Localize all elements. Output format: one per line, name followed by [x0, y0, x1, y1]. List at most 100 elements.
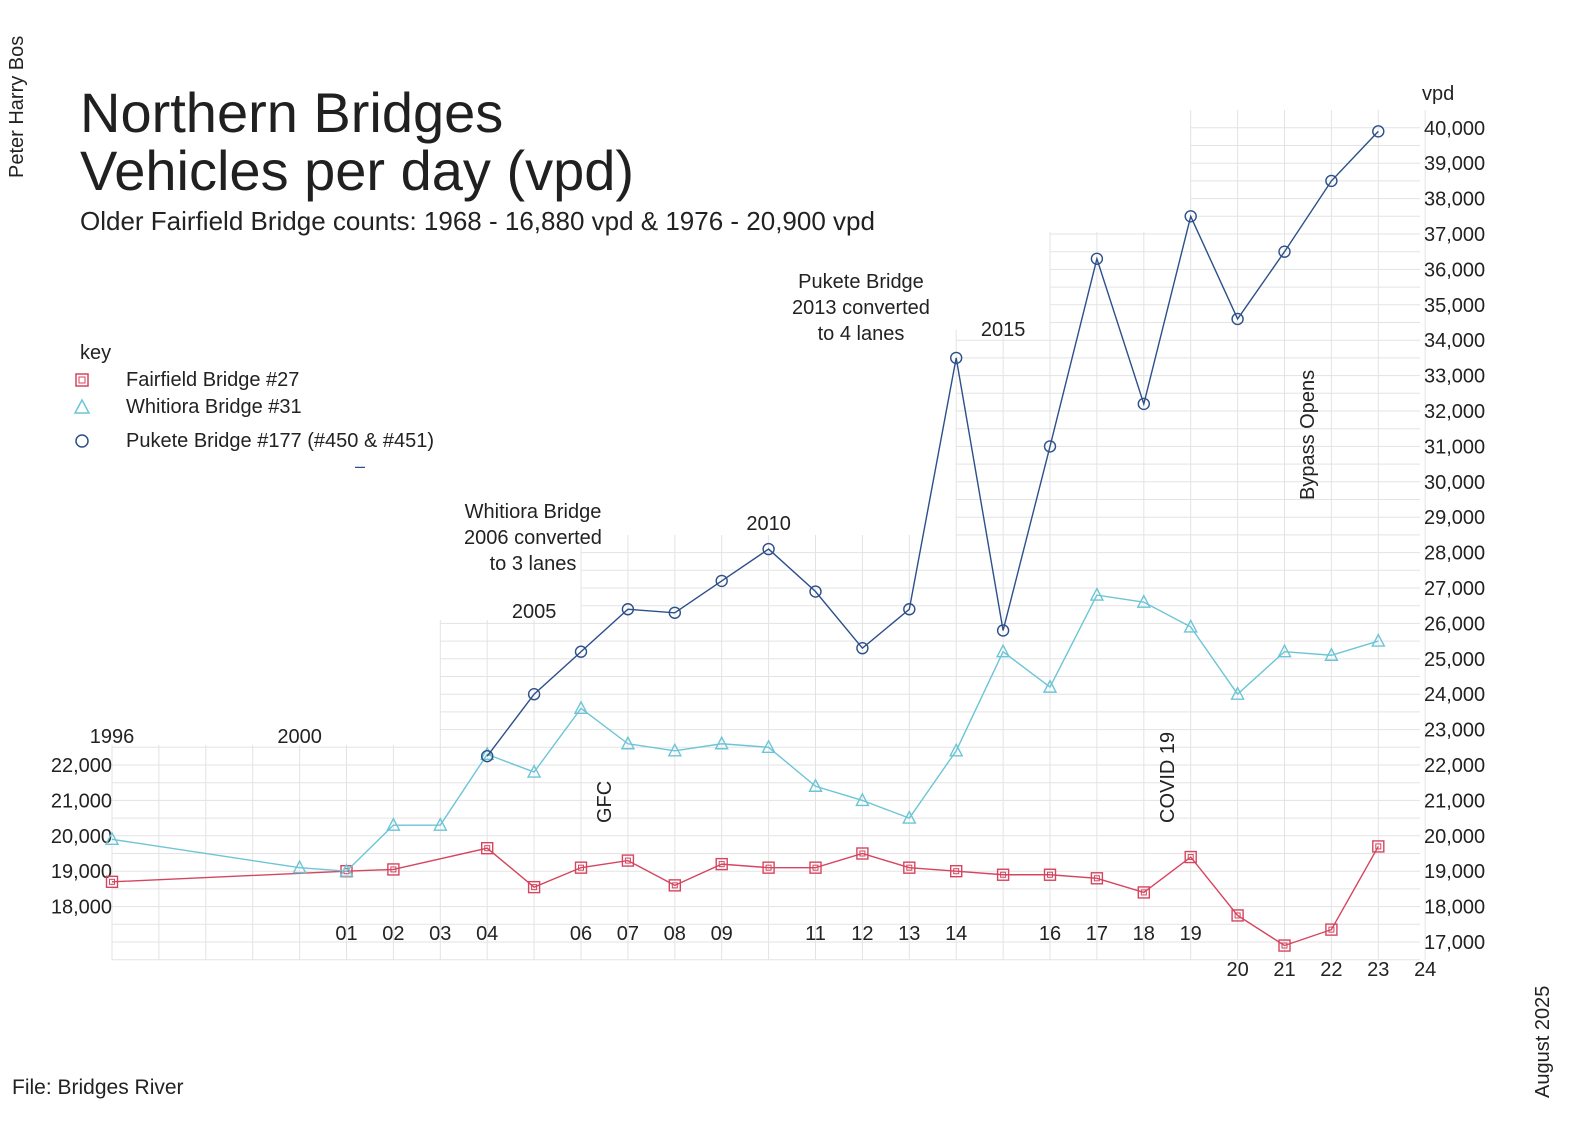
x-tick-label: 23	[1367, 959, 1389, 981]
marker-outer	[1372, 840, 1385, 853]
data-point-circle	[1090, 252, 1104, 265]
chart-subtitle: Older Fairfield Bridge counts: 1968 - 16…	[80, 206, 875, 236]
data-point-circle	[481, 749, 494, 763]
x-tick-label: 19	[1180, 923, 1202, 945]
data-point-square	[762, 861, 775, 874]
y-tick-label-right: 18,000	[1424, 897, 1485, 919]
y-tick-label-right: 22,000	[1424, 755, 1485, 777]
x-tick-label: 20	[1226, 959, 1248, 981]
data-point-triangle	[433, 817, 448, 831]
series-layer	[104, 125, 1386, 952]
x-axis-ticks: 1996 2000 01 02 03 04 2005 06 07 08 09 2010 11 12 13 14…	[90, 319, 1437, 981]
data-point-triangle	[620, 735, 636, 750]
data-point-circle	[809, 585, 822, 598]
marker-inner	[1234, 912, 1241, 919]
y-tick-label-right: 23,000	[1424, 720, 1485, 742]
annotation-gfc: GFC	[594, 781, 616, 823]
data-point-triangle	[292, 859, 307, 874]
data-point-square	[996, 868, 1010, 881]
data-point-square	[1278, 939, 1291, 952]
y-tick-label-right: 38,000	[1424, 189, 1485, 211]
y-tick-label-right: 21,000	[1424, 790, 1485, 812]
y-axis-label: vpd	[1422, 83, 1454, 105]
marker-inner	[624, 857, 631, 864]
y-tick-label-right: 31,000	[1424, 436, 1485, 458]
data-point-triangle	[667, 742, 682, 757]
y-tick-label-right: 19,000	[1424, 861, 1485, 883]
marker-outer	[950, 865, 963, 878]
marker-inner	[1140, 889, 1147, 896]
data-point-circle	[1231, 312, 1244, 326]
marker-outer	[481, 841, 494, 855]
legend-item-whitiora: Whitiora Bridge #31	[72, 394, 302, 420]
annotation-pukete-line-1: Pukete Bridge	[798, 271, 924, 293]
y-tick-label-right: 33,000	[1424, 366, 1485, 388]
legend-item-fairfield: Fairfield Bridge #27	[72, 367, 299, 393]
data-point-circle	[996, 624, 1010, 637]
data-point-triangle	[1277, 643, 1292, 658]
annotation-pukete-line-3: to 4 lanes	[818, 323, 905, 345]
annotation-covid: COVID 19	[1157, 732, 1179, 823]
data-point-circle	[1278, 245, 1291, 258]
data-point-square	[1137, 886, 1151, 899]
data-point-square	[1372, 840, 1385, 853]
data-point-circle	[762, 542, 775, 556]
marker-inner	[1281, 942, 1288, 949]
x-tick-label: 11	[805, 923, 826, 945]
y-tick-label-left: 20,000	[51, 826, 112, 848]
data-point-square	[574, 861, 588, 874]
data-point-square	[1043, 868, 1057, 881]
marker-inner	[109, 878, 115, 885]
x-tick-label: 17	[1086, 923, 1108, 945]
data-point-square	[950, 865, 963, 878]
data-point-circle	[1137, 397, 1151, 411]
square-marker-icon	[75, 373, 89, 387]
marker-outer	[1325, 923, 1338, 936]
marker-inner	[906, 864, 913, 871]
legend-title: key	[80, 342, 112, 364]
marker-outer	[809, 861, 822, 874]
data-point-triangle	[573, 700, 589, 715]
y-tick-label-right: 35,000	[1424, 295, 1485, 317]
data-point-square	[1325, 923, 1338, 936]
data-point-triangle	[480, 746, 495, 761]
data-point-triangle	[949, 742, 964, 757]
data-point-circle	[950, 351, 963, 365]
marker-outer	[574, 861, 588, 874]
data-point-square	[1090, 872, 1104, 885]
marker-inner	[671, 882, 678, 889]
data-point-circle	[1184, 210, 1197, 223]
data-point-triangle	[995, 643, 1011, 658]
x-tick-label: 16	[1039, 923, 1061, 945]
marker-outer	[105, 875, 119, 889]
legend-label-pukete: Pukete Bridge #177 (#450 & #451)	[126, 429, 434, 452]
triangle-marker-icon	[73, 398, 91, 414]
data-point-circle	[1372, 125, 1385, 138]
data-point-triangle	[339, 863, 354, 877]
marker-outer	[762, 861, 775, 874]
y-tick-label-left: 19,000	[51, 861, 112, 883]
data-point-circle	[715, 574, 728, 588]
legend-item-pukete: Pukete Bridge #177 (#450 & #451)	[72, 428, 434, 454]
y-tick-label-left: 18,000	[51, 897, 112, 919]
x-tick-label: 2000	[277, 726, 322, 748]
marker-inner	[953, 868, 960, 875]
x-tick-label: 1996	[90, 726, 135, 748]
annotations-layer: Whitiora Bridge 2006 converted to 3 lane…	[464, 271, 1319, 823]
marker-inner	[578, 864, 584, 871]
marker-outer	[1231, 909, 1244, 922]
x-tick-label: 04	[476, 923, 498, 945]
data-point-triangle	[1183, 618, 1198, 633]
x-tick-label: 02	[382, 923, 404, 945]
marker-inner	[718, 861, 725, 868]
data-point-triangle	[1371, 633, 1386, 647]
annotation-whitiora-line-1: Whitiora Bridge	[465, 501, 602, 523]
data-point-square	[715, 857, 728, 871]
y-tick-label-right: 34,000	[1424, 330, 1485, 352]
y-tick-label-right: 25,000	[1424, 649, 1485, 671]
marker-outer	[856, 847, 869, 860]
x-tick-label: 09	[711, 923, 733, 945]
x-tick-label: 18	[1133, 923, 1155, 945]
marker-inner	[531, 884, 538, 891]
